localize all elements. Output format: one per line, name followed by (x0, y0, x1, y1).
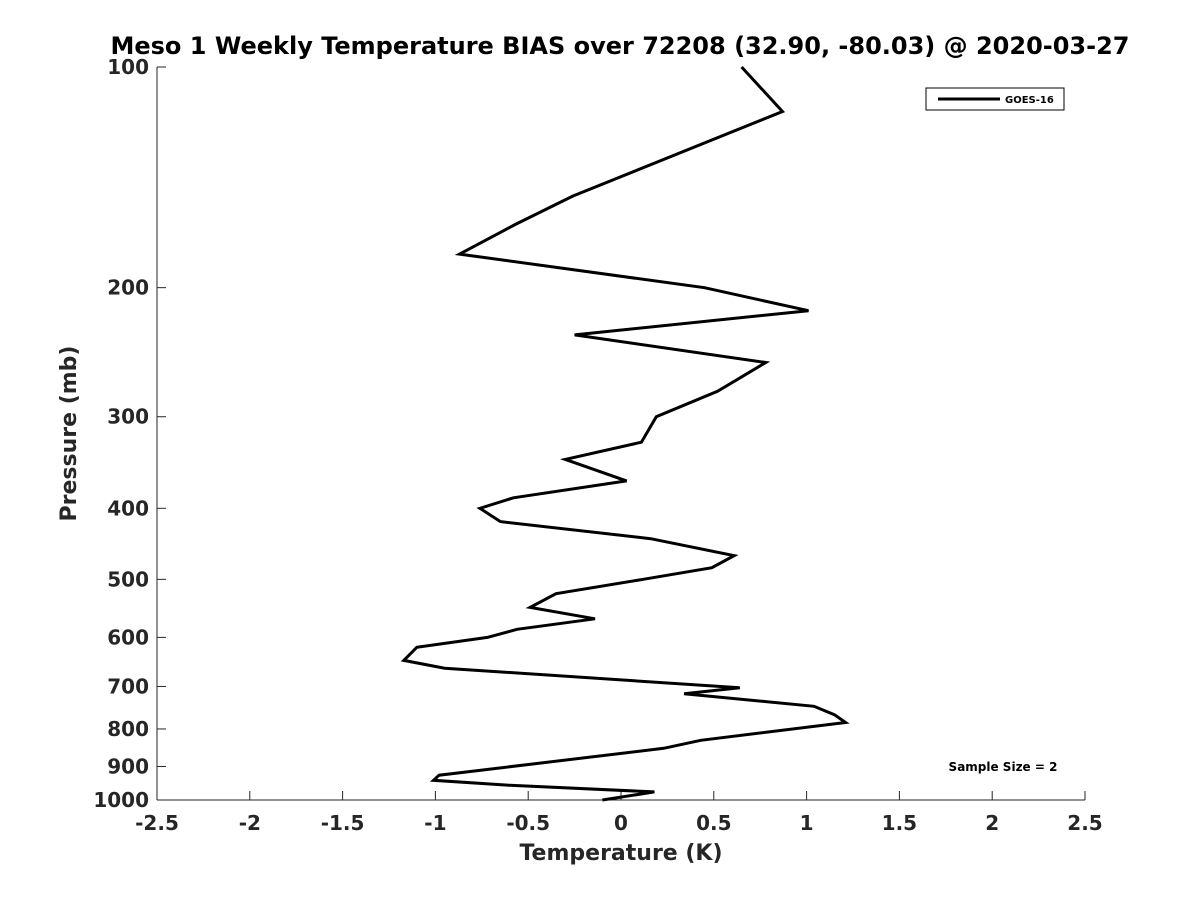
y-ticks: 100 200 300 400 500 600 700 800 900 1000 (93, 55, 166, 812)
x-tick-label: 2.5 (1067, 811, 1102, 835)
axes: -2.5 -2 -1.5 -1 -0.5 0 0.5 1 1.5 2 2.5 100 200 300 40… (93, 55, 1102, 835)
x-tick-label: -0.5 (506, 811, 550, 835)
x-ticks: -2.5 -2 -1.5 -1 -0.5 0 0.5 1 1.5 2 2.5 (135, 791, 1103, 835)
y-tick-label: 600 (107, 625, 149, 649)
y-tick-label: 700 (107, 674, 149, 698)
sample-size-annotation: Sample Size = 2 (949, 760, 1058, 774)
chart-title: Meso 1 Weekly Temperature BIAS over 7220… (110, 32, 1129, 60)
x-tick-label: 1.5 (882, 811, 917, 835)
series-line-goes-16 (400, 65, 850, 802)
legend-label-goes-16: GOES-16 (1005, 95, 1054, 106)
y-tick-label: 800 (107, 717, 149, 741)
x-tick-label: 1 (800, 811, 814, 835)
legend: GOES-16 (925, 87, 1065, 111)
y-tick-label: 100 (107, 55, 149, 79)
y-axis-label: Pressure (mb) (57, 346, 82, 522)
y-tick-label: 400 (107, 496, 149, 520)
y-tick-label: 1000 (93, 788, 149, 812)
series-layer (400, 65, 850, 802)
x-tick-label: 0.5 (696, 811, 731, 835)
x-tick-label: 0 (614, 811, 628, 835)
x-tick-label: -2.5 (135, 811, 179, 835)
y-tick-label: 200 (107, 276, 149, 300)
x-tick-label: -1.5 (321, 811, 365, 835)
x-tick-label: 2 (985, 811, 999, 835)
y-tick-label: 300 (107, 405, 149, 429)
x-tick-label: -2 (239, 811, 261, 835)
x-tick-label: -1 (424, 811, 446, 835)
y-tick-label: 900 (107, 754, 149, 778)
x-axis-label: Temperature (K) (519, 841, 722, 866)
y-tick-label: 500 (107, 567, 149, 591)
